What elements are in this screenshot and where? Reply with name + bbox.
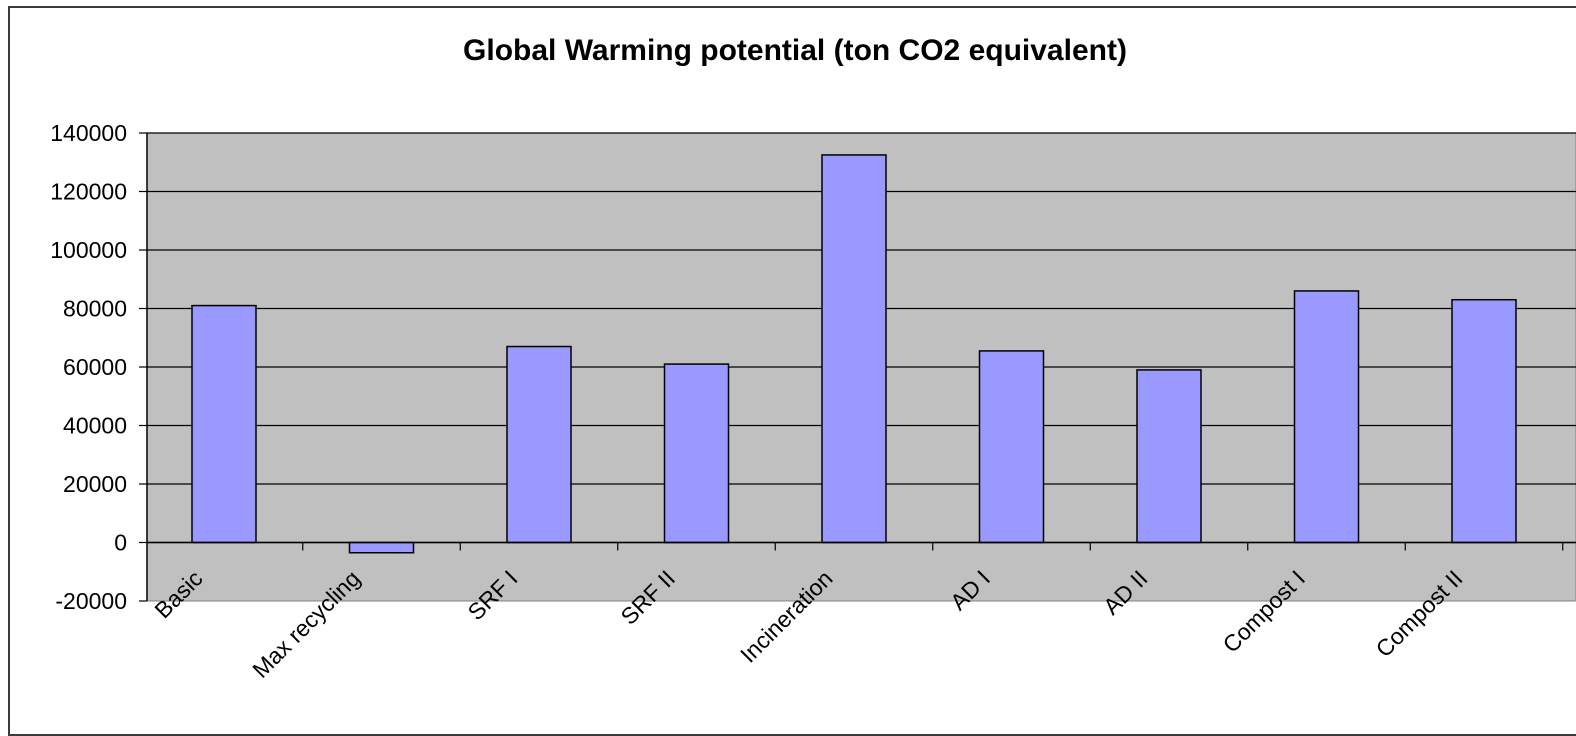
bar-compost-ii — [1451, 298, 1517, 544]
y-tick-label: -20000 — [55, 588, 127, 614]
axes — [139, 132, 1576, 602]
bar-incineration — [821, 154, 887, 544]
bar-ad-i — [978, 350, 1045, 544]
y-tick-label: 120000 — [50, 179, 127, 205]
bars — [191, 154, 1517, 554]
bar-srf-ii — [663, 363, 730, 544]
y-tick-label: 40000 — [63, 413, 127, 439]
y-tick-label: 60000 — [63, 354, 127, 380]
y-tick-label: 140000 — [50, 120, 127, 146]
chart-title: Global Warming potential (ton CO2 equiva… — [463, 34, 1127, 67]
y-tick-label: 80000 — [63, 296, 127, 322]
bar-compost-i — [1293, 290, 1360, 544]
bar-srf-i — [506, 345, 572, 544]
bar-basic — [191, 304, 257, 544]
chart: Global Warming potential (ton CO2 equiva… — [50, 34, 1576, 683]
y-tick-label: 0 — [114, 530, 127, 556]
y-tick-label: 20000 — [63, 471, 127, 497]
bar-max-recycling — [348, 541, 415, 554]
bar-ad-ii — [1136, 369, 1202, 544]
y-tick-label: 100000 — [50, 237, 127, 263]
